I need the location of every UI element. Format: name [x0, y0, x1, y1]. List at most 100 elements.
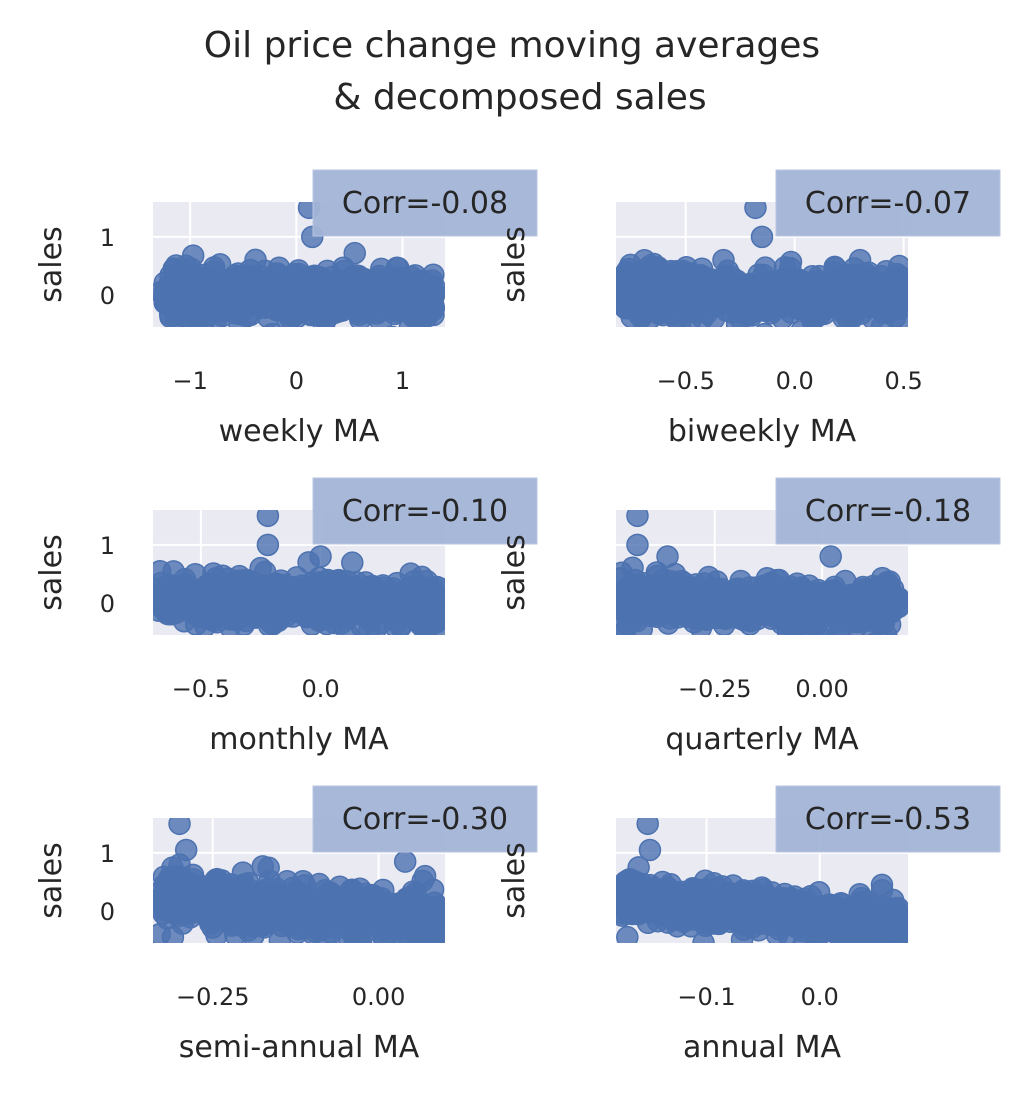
- x-axis-label: weekly MA: [219, 414, 380, 449]
- data-point: [626, 533, 649, 557]
- corr-box: [775, 477, 1001, 545]
- data-point: [248, 895, 272, 918]
- data-point: [636, 818, 659, 836]
- y-tick-label-1: 0: [100, 282, 115, 310]
- regression-line: [621, 896, 902, 919]
- y-tick-label-2: 1: [100, 224, 115, 252]
- data-point: [833, 919, 857, 942]
- subplot-4: −0.25 0.00 quarterly MA sales Corr=-0.18: [497, 477, 1001, 757]
- subplot-3: −0.5 0.0 0 1 monthly MA sales Corr=-0.10: [34, 477, 538, 757]
- data-point: [168, 577, 191, 600]
- data-point: [862, 294, 886, 318]
- scatter-points: [153, 202, 445, 327]
- data-point: [168, 818, 191, 836]
- data-point: [256, 510, 280, 528]
- data-point: [370, 257, 393, 281]
- data-point: [660, 270, 683, 293]
- data-point: [750, 893, 773, 917]
- data-point: [774, 268, 798, 292]
- data-point: [297, 551, 320, 574]
- data-point: [888, 254, 908, 278]
- y-axis-label: sales: [34, 534, 69, 610]
- data-point: [801, 309, 824, 327]
- data-point: [750, 225, 774, 249]
- data-point: [413, 897, 436, 921]
- data-point: [342, 939, 360, 943]
- data-point: [405, 599, 429, 622]
- data-point: [287, 918, 311, 941]
- y-tick-label-1: 0: [100, 898, 115, 926]
- data-point: [755, 322, 774, 327]
- x-tick-label-1: −0.25: [678, 675, 752, 703]
- data-point: [748, 603, 772, 626]
- data-point: [765, 923, 789, 943]
- y-axis-label: sales: [34, 226, 69, 302]
- x-axis-label: annual MA: [683, 1030, 842, 1065]
- data-point: [247, 590, 271, 614]
- x-tick-label-1: −1: [172, 367, 207, 395]
- regression-line: [166, 893, 439, 916]
- x-tick-label-2: 0.00: [795, 675, 848, 703]
- data-point: [768, 603, 792, 626]
- corr-box: [312, 169, 538, 237]
- x-tick-label-1: −0.5: [657, 367, 715, 395]
- regression-line: [157, 595, 441, 608]
- data-point: [870, 873, 894, 897]
- data-point: [652, 301, 676, 324]
- data-point: [256, 533, 280, 557]
- data-point: [362, 895, 386, 918]
- data-point: [215, 271, 238, 295]
- data-point: [348, 588, 371, 611]
- data-point: [243, 267, 267, 291]
- x-tick-label-1: −0.1: [677, 983, 735, 1011]
- data-point: [421, 269, 444, 292]
- data-point: [626, 510, 649, 528]
- data-point: [630, 617, 654, 635]
- data-point: [393, 850, 417, 873]
- y-axis-label: sales: [34, 842, 69, 918]
- y-tick-label-1: 0: [100, 590, 115, 618]
- data-point: [341, 551, 364, 574]
- data-point: [716, 269, 739, 293]
- corr-box: [312, 477, 538, 545]
- subplot-5: −0.25 0.00 0 1 semi-annual MA sales Corr=-0.30: [34, 785, 538, 1065]
- data-point: [205, 924, 228, 943]
- data-point: [343, 241, 366, 265]
- x-axis-label: monthly MA: [209, 722, 389, 757]
- scatter-points: [153, 510, 445, 635]
- data-point: [294, 605, 318, 628]
- data-point: [819, 545, 842, 568]
- x-tick-label-2: 0.0: [801, 983, 839, 1011]
- y-tick-label-2: 1: [100, 532, 115, 560]
- corr-box: [312, 785, 538, 853]
- x-tick-label-2: 0.00: [352, 983, 405, 1011]
- data-point: [402, 286, 425, 310]
- corr-label: Corr=-0.07: [805, 186, 971, 221]
- data-point: [855, 581, 878, 605]
- data-point: [695, 593, 718, 616]
- data-point: [189, 604, 212, 627]
- corr-label: Corr=-0.18: [805, 494, 971, 529]
- y-tick-label-2: 1: [100, 840, 115, 868]
- corr-label: Corr=-0.08: [342, 186, 508, 221]
- data-point: [161, 925, 185, 943]
- x-tick-label-1: −0.5: [172, 675, 230, 703]
- data-point: [241, 914, 265, 938]
- corr-label: Corr=-0.10: [342, 494, 508, 529]
- data-point: [744, 202, 767, 220]
- data-point: [249, 556, 272, 580]
- data-point: [616, 296, 637, 320]
- data-point: [692, 931, 715, 943]
- data-point: [199, 902, 223, 925]
- data-point: [307, 898, 331, 922]
- x-tick-label-2: 0.0: [301, 675, 339, 703]
- y-axis-label: sales: [497, 226, 532, 302]
- data-point: [257, 614, 281, 635]
- data-point: [204, 883, 227, 906]
- data-point: [322, 271, 345, 295]
- subplot-2: −0.5 0.0 0.5 biweekly MA sales Corr=-0.07: [497, 169, 1001, 449]
- data-point: [848, 248, 872, 272]
- corr-box: [775, 169, 1001, 237]
- corr-label: Corr=-0.53: [805, 802, 971, 837]
